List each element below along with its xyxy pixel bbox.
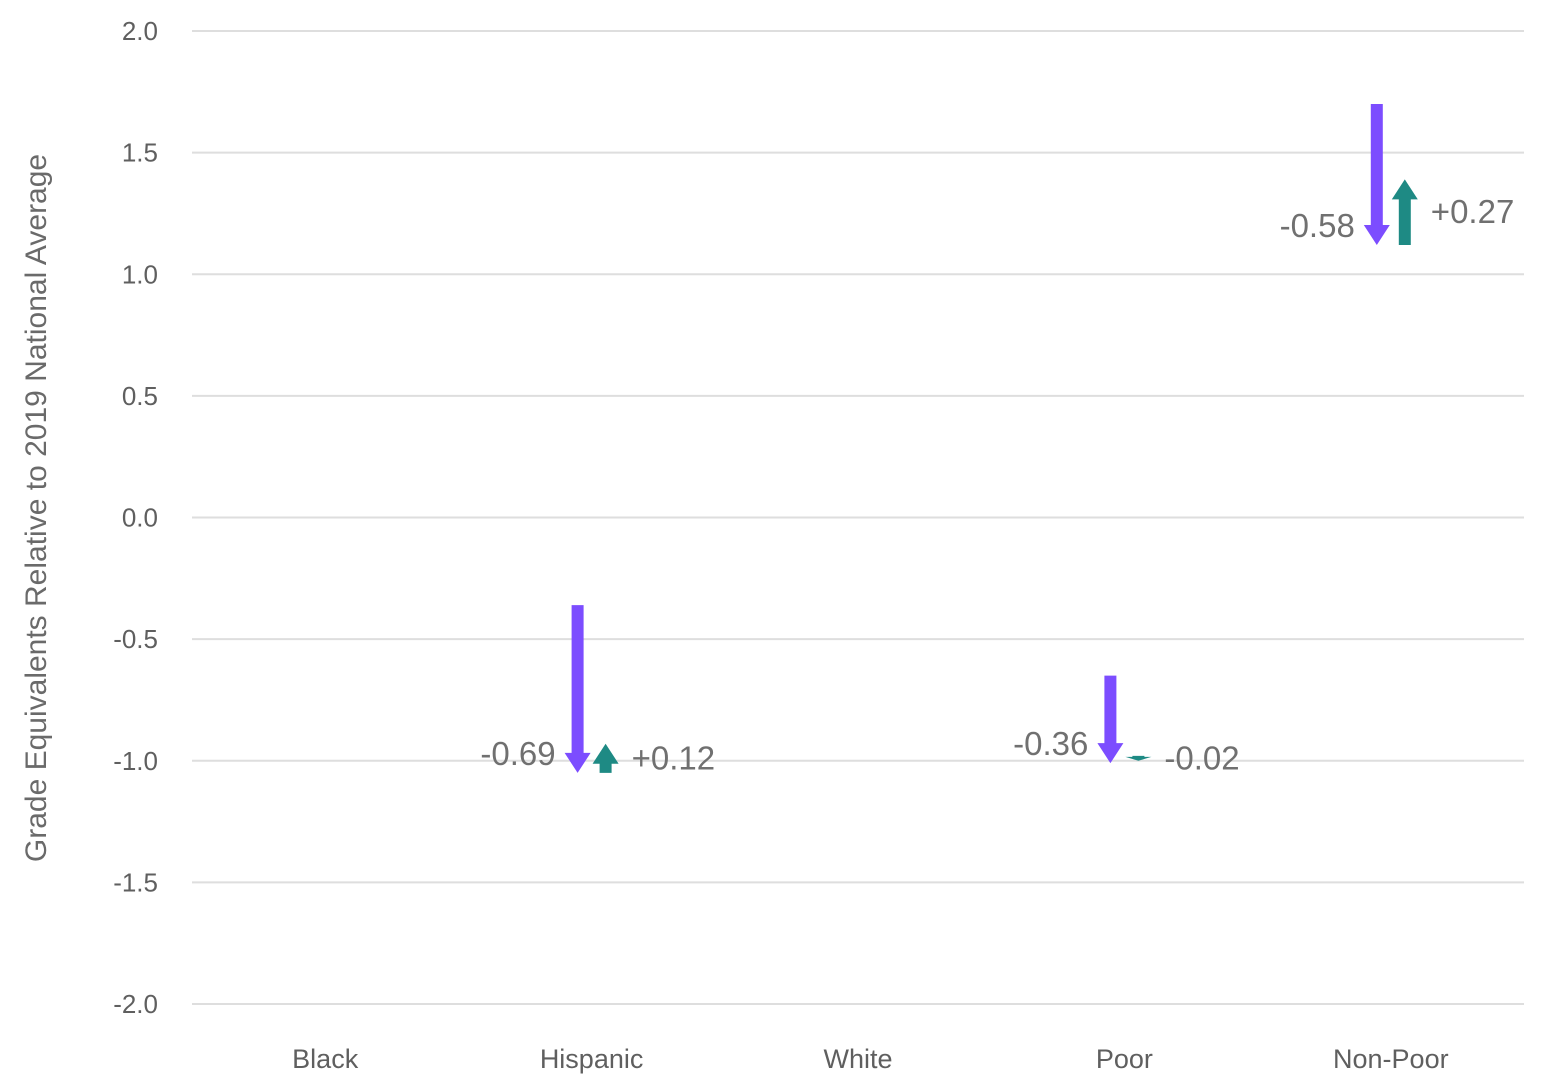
y-tick-label: -1.5 <box>113 867 158 897</box>
y-tick-label: 2.0 <box>122 16 158 46</box>
arrow-marks <box>564 103 1418 773</box>
data-label: -0.69 <box>480 735 555 772</box>
arrow-mark <box>1391 179 1418 246</box>
y-tick-label: 0.5 <box>122 381 158 411</box>
gridlines <box>192 30 1524 1005</box>
data-label: -0.36 <box>1013 725 1088 762</box>
arrow-mark <box>1363 103 1390 246</box>
x-tick-label: Poor <box>1096 1044 1153 1074</box>
x-tick-label: White <box>823 1044 892 1074</box>
data-label: -0.58 <box>1280 207 1355 244</box>
x-tick-label: Hispanic <box>540 1044 644 1074</box>
arrow-mark <box>592 743 619 773</box>
arrow-mark <box>1125 755 1152 761</box>
y-axis-ticks: 2.0 1.5 1.0 0.5 0.0 -0.5 -1.0 -1.5 -2.0 <box>113 16 158 1019</box>
y-tick-label: -2.0 <box>113 989 158 1019</box>
data-label: +0.27 <box>1431 193 1515 230</box>
y-tick-label: -1.0 <box>113 746 158 776</box>
y-tick-label: 1.0 <box>122 259 158 289</box>
arrow-mark <box>564 605 591 773</box>
y-tick-label: 1.5 <box>122 138 158 168</box>
y-tick-label: 0.0 <box>122 503 158 533</box>
data-label: -0.02 <box>1164 739 1239 776</box>
y-axis-label: Grade Equivalents Relative to 2019 Natio… <box>20 154 53 862</box>
y-tick-label: -0.5 <box>113 624 158 654</box>
x-axis-ticks: Black Hispanic White Poor Non-Poor <box>292 1044 1448 1074</box>
arrow-mark <box>1097 675 1124 764</box>
x-tick-label: Black <box>292 1044 359 1074</box>
x-tick-label: Non-Poor <box>1333 1044 1449 1074</box>
data-label: +0.12 <box>632 739 716 776</box>
data-labels: -0.69 -0.36 -0.58 +0.12 -0.02 +0.27 <box>480 193 1514 776</box>
